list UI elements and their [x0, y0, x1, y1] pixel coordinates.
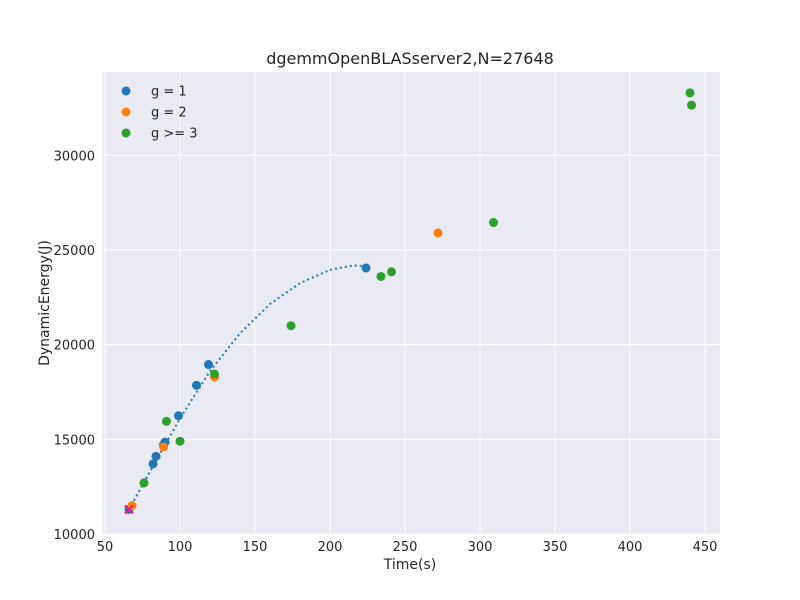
scatter-point: [489, 218, 498, 228]
scatter-point: [361, 263, 371, 273]
y-tick-label: 30000: [54, 149, 95, 164]
y-axis-ticks: 10000 15000 20000 25000 30000: [54, 149, 95, 543]
x-tick-label: 450: [693, 540, 718, 555]
scatter-point: [685, 88, 695, 98]
scatter-point: [139, 478, 149, 488]
highlight-marker: [124, 504, 134, 515]
y-tick-label: 10000: [54, 528, 95, 543]
legend-label: g = 1: [151, 85, 187, 100]
x-tick-label: 100: [168, 540, 193, 555]
x-tick-label: 200: [318, 540, 343, 555]
scatter-point: [175, 436, 185, 446]
x-tick-label: 350: [543, 540, 568, 555]
scatter-point: [159, 442, 168, 452]
x-tick-label: 250: [393, 540, 418, 555]
y-axis-label: DynamicEnergy(J): [37, 240, 53, 366]
scatter-point: [192, 380, 201, 390]
legend-swatch: [121, 86, 131, 96]
legend-swatch: [121, 107, 131, 117]
scatter-point: [210, 369, 219, 379]
scatter-point: [204, 360, 213, 370]
x-tick-label: 400: [618, 540, 643, 555]
chart-title: dgemmOpenBLASserver2,N=27648: [266, 49, 554, 68]
scatter-point: [376, 271, 386, 281]
x-tick-label: 50: [97, 540, 114, 555]
legend-label: g = 2: [151, 106, 187, 121]
scatter-point: [151, 451, 161, 461]
grid: [102, 72, 720, 535]
fit-curve: [128, 264, 368, 510]
scatter-point: [174, 411, 183, 421]
scatter-point: [433, 228, 443, 238]
x-tick-label: 150: [243, 540, 268, 555]
x-axis-ticks: 50 100 150 200 250 300 350 400 450: [97, 540, 718, 555]
y-tick-label: 25000: [54, 244, 95, 259]
scatter-point: [162, 416, 171, 426]
scatter-point: [687, 100, 696, 110]
scatter-point: [286, 321, 296, 331]
legend-label: g >= 3: [151, 127, 198, 142]
scatter-point: [387, 267, 396, 277]
x-tick-label: 300: [468, 540, 493, 555]
marker-x-stroke: [124, 504, 134, 515]
legend: g = 1 g = 2 g >= 3: [121, 85, 198, 142]
y-tick-label: 15000: [54, 433, 95, 448]
x-axis-label: Time(s): [383, 557, 436, 573]
y-tick-label: 20000: [54, 339, 95, 354]
scatter-point: [148, 459, 158, 469]
plot-area: [102, 72, 720, 534]
legend-swatch: [121, 128, 131, 138]
